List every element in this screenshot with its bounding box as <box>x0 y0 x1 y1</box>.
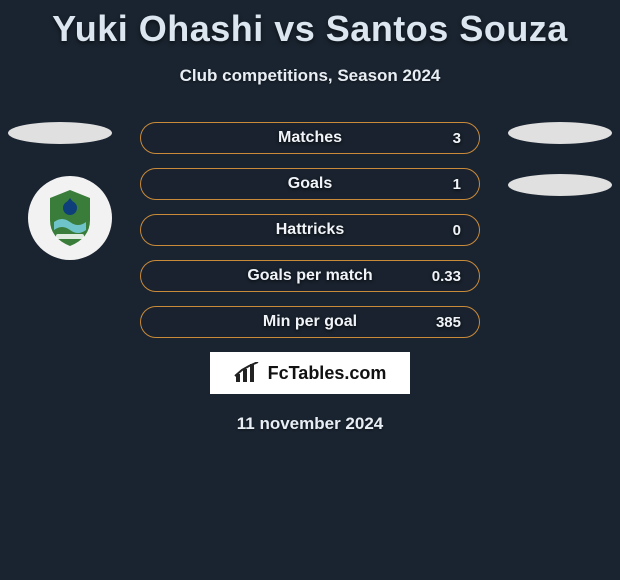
brand-chart-icon <box>234 362 260 384</box>
stat-value: 3 <box>453 130 461 147</box>
player-left-placeholder <box>8 122 112 144</box>
stat-label: Matches <box>278 129 342 147</box>
stat-row-hattricks: Hattricks 0 <box>140 214 480 246</box>
stat-value: 385 <box>436 314 461 331</box>
page-title: Yuki Ohashi vs Santos Souza <box>0 8 620 50</box>
brand-name: FcTables.com <box>268 363 387 384</box>
date-label: 11 november 2024 <box>0 414 620 434</box>
club-badge <box>28 176 112 260</box>
stats-list: Matches 3 Goals 1 Hattricks 0 Goals per … <box>140 122 480 352</box>
player-right-placeholder-2 <box>508 174 612 196</box>
stat-row-min-per-goal: Min per goal 385 <box>140 306 480 338</box>
stat-label: Goals per match <box>247 267 372 285</box>
stat-row-goals-per-match: Goals per match 0.33 <box>140 260 480 292</box>
crest-icon <box>38 186 102 250</box>
stat-row-goals: Goals 1 <box>140 168 480 200</box>
brand-box[interactable]: FcTables.com <box>210 352 411 394</box>
stat-label: Hattricks <box>276 221 344 239</box>
footer: FcTables.com 11 november 2024 <box>0 352 620 434</box>
stat-value: 0.33 <box>432 268 461 285</box>
player-right-placeholder-1 <box>508 122 612 144</box>
stat-row-matches: Matches 3 <box>140 122 480 154</box>
page-subtitle: Club competitions, Season 2024 <box>0 66 620 86</box>
header: Yuki Ohashi vs Santos Souza Club competi… <box>0 0 620 86</box>
stat-value: 1 <box>453 176 461 193</box>
stat-value: 0 <box>453 222 461 239</box>
stat-label: Min per goal <box>263 313 357 331</box>
stat-label: Goals <box>288 175 332 193</box>
